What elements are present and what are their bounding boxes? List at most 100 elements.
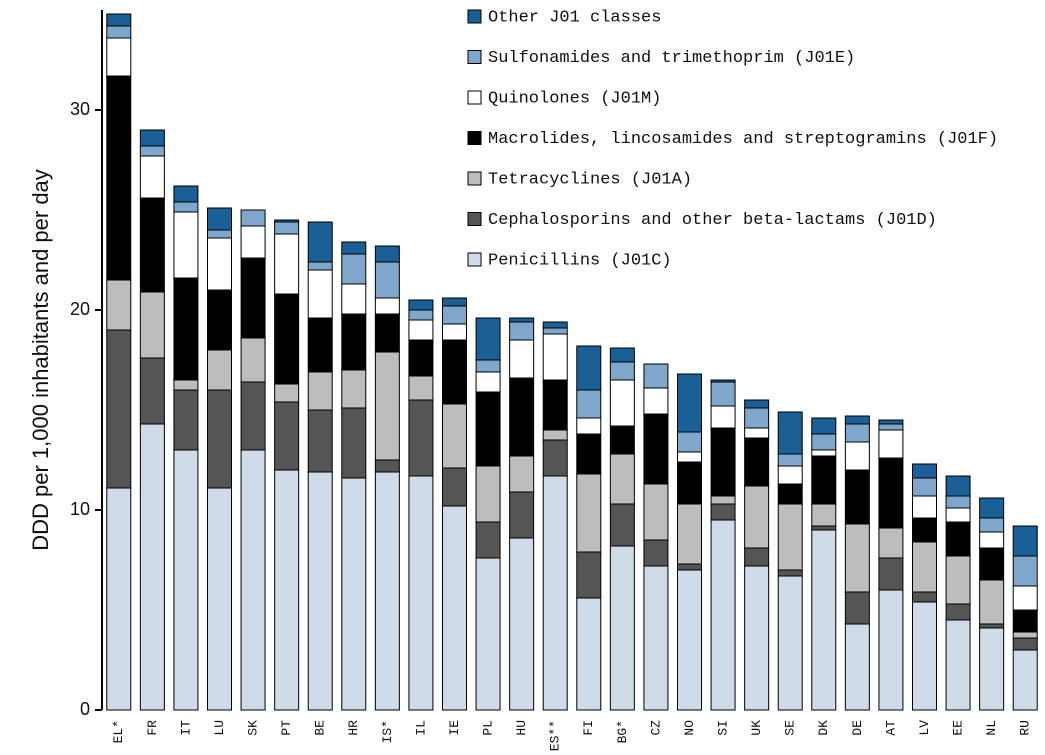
- bar-segment: [106, 279, 132, 331]
- bar-segment: [274, 233, 300, 295]
- x-tick-label: PL: [481, 720, 496, 736]
- bar-segment: [609, 503, 635, 547]
- bar-segment: [341, 407, 367, 479]
- bar-segment: [979, 579, 1005, 625]
- bar-segment: [979, 623, 1005, 629]
- bar-segment: [844, 415, 870, 425]
- legend-swatch: [467, 252, 482, 267]
- bar-segment: [945, 507, 971, 523]
- bar-segment: [744, 547, 770, 567]
- bar-segment: [509, 377, 535, 457]
- bar-segment: [139, 145, 165, 157]
- bar-segment: [576, 345, 602, 391]
- bar-segment: [744, 427, 770, 439]
- bar-segment: [609, 545, 635, 711]
- bar-segment: [408, 399, 434, 477]
- bar-segment: [173, 379, 199, 391]
- x-tick-label: DK: [816, 720, 831, 736]
- legend-label: Other J01 classes: [488, 8, 661, 27]
- bar-segment: [173, 449, 199, 711]
- y-tick-label: 20: [70, 299, 90, 319]
- bar-segment: [509, 537, 535, 711]
- bar-segment: [274, 219, 300, 223]
- bar-segment: [475, 359, 501, 373]
- bar-segment: [643, 387, 669, 415]
- bar-segment: [1012, 525, 1038, 557]
- bar-segment: [878, 589, 904, 711]
- bar-segment: [207, 389, 232, 489]
- bar-segment: [509, 491, 535, 539]
- bar-segment: [509, 339, 535, 379]
- bar-segment: [139, 291, 165, 359]
- x-tick-label: NL: [984, 720, 999, 736]
- bar-segment: [240, 337, 266, 383]
- bar-segment: [475, 371, 501, 393]
- x-tick-label: SI: [716, 720, 731, 736]
- x-tick-label: LV: [917, 720, 932, 736]
- legend-label: Macrolides, lincosamides and streptogram…: [488, 130, 998, 149]
- bar-segment: [442, 467, 467, 507]
- bar-segment: [106, 25, 132, 39]
- bar-segment: [274, 221, 300, 235]
- bar-segment: [408, 309, 434, 321]
- x-tick-label: IL: [413, 720, 428, 736]
- bar-segment: [912, 517, 937, 543]
- x-tick-label: PT: [279, 720, 294, 736]
- bar-segment: [878, 423, 904, 431]
- bar-segment: [475, 317, 501, 361]
- bar-segment: [677, 563, 702, 571]
- bar-segment: [777, 483, 803, 505]
- bar-segment: [139, 197, 165, 293]
- bar-segment: [1012, 637, 1038, 651]
- legend-label: Tetracyclines (J01A): [488, 170, 692, 189]
- bar-segment: [811, 455, 837, 505]
- x-tick-label: CZ: [648, 720, 663, 736]
- bar-segment: [106, 37, 132, 77]
- bar-segment: [374, 459, 400, 473]
- bar-segment: [106, 487, 132, 711]
- bar-segment: [576, 551, 602, 599]
- bar-segment: [979, 627, 1005, 711]
- x-tick-label: IT: [178, 720, 193, 736]
- bar-segment: [844, 469, 870, 525]
- bar-segment: [710, 519, 736, 711]
- bar-segment: [374, 261, 400, 299]
- bar-segment: [609, 347, 635, 363]
- bar-segment: [878, 429, 904, 459]
- bar-segment: [945, 619, 971, 711]
- bar-segment: [274, 401, 300, 471]
- x-tick-label: FR: [145, 720, 160, 736]
- bar-segment: [442, 305, 467, 325]
- bar-segment: [912, 591, 937, 603]
- bar-segment: [777, 465, 803, 485]
- bar-segment: [542, 327, 568, 335]
- bar-segment: [207, 237, 232, 291]
- bar-segment: [139, 129, 165, 147]
- bar-segment: [744, 485, 770, 549]
- bar-segment: [912, 541, 937, 593]
- bar-segment: [509, 321, 535, 341]
- bar-segment: [643, 483, 669, 541]
- bar-segment: [341, 253, 367, 285]
- bar-segment: [442, 403, 467, 469]
- bar-segment: [609, 379, 635, 427]
- legend-label: Sulfonamides and trimethoprim (J01E): [488, 49, 855, 68]
- bar-segment: [912, 463, 937, 479]
- bar-segment: [912, 477, 937, 497]
- legend-swatch: [467, 50, 482, 64]
- y-axis-label: DDD per 1,000 inhabitants and per day: [28, 169, 53, 551]
- x-tick-label: SK: [246, 720, 261, 736]
- bar-segment: [408, 375, 434, 401]
- bar-segment: [542, 439, 568, 477]
- bar-segment: [710, 427, 736, 497]
- bar-segment: [677, 373, 702, 433]
- bar-segment: [677, 451, 702, 463]
- bar-segment: [542, 475, 568, 711]
- bar-segment: [274, 383, 300, 403]
- legend-swatch: [467, 90, 482, 105]
- bar-segment: [307, 317, 333, 373]
- bar-segment: [777, 453, 803, 467]
- bar-segment: [274, 293, 300, 385]
- bar-segment: [811, 449, 837, 457]
